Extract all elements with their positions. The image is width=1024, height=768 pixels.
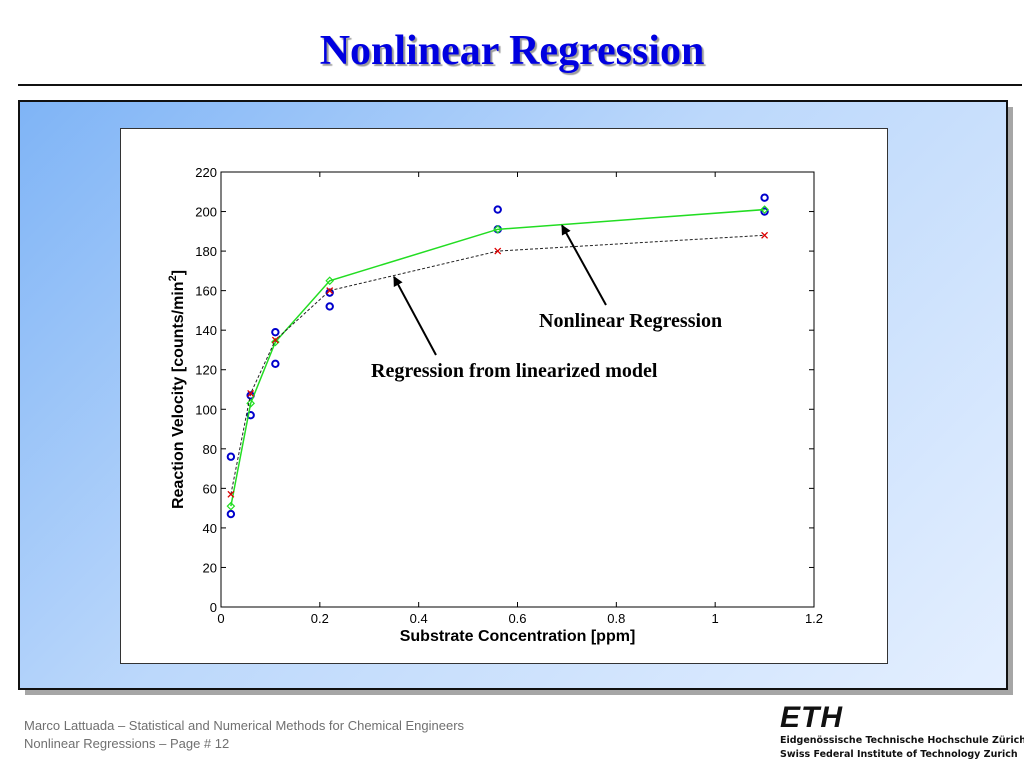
y-tick-label: 0 [210, 600, 217, 615]
y-tick-label: 120 [195, 363, 217, 378]
data-point [271, 327, 280, 337]
fit-point-diamond [226, 501, 236, 511]
y-tick-label: 40 [203, 521, 217, 536]
fit-point-x [494, 247, 502, 255]
y-axis-label-superscript: 2 [167, 275, 179, 281]
y-tick-label: 140 [195, 323, 217, 338]
plot-area [220, 171, 815, 608]
chart: 0 0.2 0.4 0.6 0.8 1 1.2 0 20 40 60 80 100 120 140 160 18… [167, 165, 823, 645]
slide-title: Nonlinear Regression [319, 28, 705, 74]
data-point [325, 288, 334, 297]
y-tick-label: 100 [195, 402, 217, 417]
annotation-label: Regression from linearized model [371, 360, 658, 382]
data-point [226, 452, 236, 461]
fit-point-x [326, 287, 334, 295]
eth-logo-line1: Eidgenössische Technische Hochschule Zür… [780, 735, 1024, 746]
fit-point-x [761, 231, 769, 239]
content-panel: 0 0.2 0.4 0.6 0.8 1 1.2 0 20 40 60 80 100 120 140 160 18… [18, 100, 1008, 690]
fit-point-diamond [246, 398, 255, 408]
x-tick-label: 0.4 [410, 611, 428, 626]
x-tick-label: 0.8 [607, 611, 625, 626]
footer-page: Nonlinear Regressions – Page # 12 [24, 736, 230, 751]
data-point [760, 207, 769, 216]
footer-author: Marco Lattuada – Statistical and Numeric… [24, 718, 465, 733]
fit-point-x [227, 490, 235, 498]
chart-frame: 0 0.2 0.4 0.6 0.8 1 1.2 0 20 40 60 80 100 120 140 160 18… [120, 128, 888, 664]
axis-ticks: 0 0.2 0.4 0.6 0.8 1 1.2 0 20 40 60 80 100 120 140 160 18… [195, 165, 823, 626]
series-line-linearized-fit [230, 234, 765, 495]
series-nonlinear-fit [226, 205, 769, 511]
data-point [325, 302, 334, 311]
fit-point-diamond [493, 224, 503, 234]
data-point [226, 509, 236, 519]
title-divider [18, 84, 1022, 86]
series-linearized-fit [227, 231, 769, 498]
x-tick-label: 0 [217, 611, 224, 626]
data-point [493, 205, 502, 214]
plot-border [220, 171, 815, 608]
x-tick-label: 0.6 [508, 611, 526, 626]
y-tick-label: 80 [203, 442, 217, 457]
y-tick-label: 220 [195, 165, 217, 180]
y-axis-label: Reaction Velocity [counts/min2] [167, 270, 187, 509]
eth-logo-line2: Swiss Federal Institute of Technology Zu… [780, 749, 1018, 760]
data-point [760, 193, 769, 202]
y-axis-label-main: Reaction Velocity [counts/min [170, 281, 187, 509]
annotation-label: Nonlinear Regression [539, 310, 722, 332]
x-axis-label: Substrate Concentration [ppm] [400, 628, 636, 645]
chart-annotations: Nonlinear Regression Regression from line… [371, 224, 722, 382]
fit-point-diamond [760, 205, 769, 214]
y-tick-label: 20 [203, 560, 217, 575]
fit-point-x [271, 336, 279, 344]
y-tick-label: 60 [203, 481, 217, 496]
fit-point-diamond [325, 276, 335, 286]
y-tick-label: 180 [195, 244, 217, 259]
data-point [271, 359, 280, 368]
y-axis-label-end: ] [170, 270, 187, 275]
y-tick-label: 160 [195, 284, 217, 299]
series-line-nonlinear-fit [230, 208, 765, 507]
annotation-arrow [561, 224, 607, 306]
chart-series [226, 193, 769, 519]
x-tick-label: 1 [712, 611, 719, 626]
x-tick-label: 1.2 [805, 611, 823, 626]
fit-point-x [247, 389, 255, 397]
data-point [246, 411, 255, 420]
y-tick-label: 200 [195, 205, 217, 220]
eth-logo: ETH Eidgenössische Technische Hochschule… [780, 701, 1024, 766]
fit-point-diamond [271, 337, 280, 347]
eth-logo-mark: ETH [780, 701, 843, 734]
x-tick-label: 0.2 [311, 611, 329, 626]
annotation-arrow [393, 275, 437, 356]
